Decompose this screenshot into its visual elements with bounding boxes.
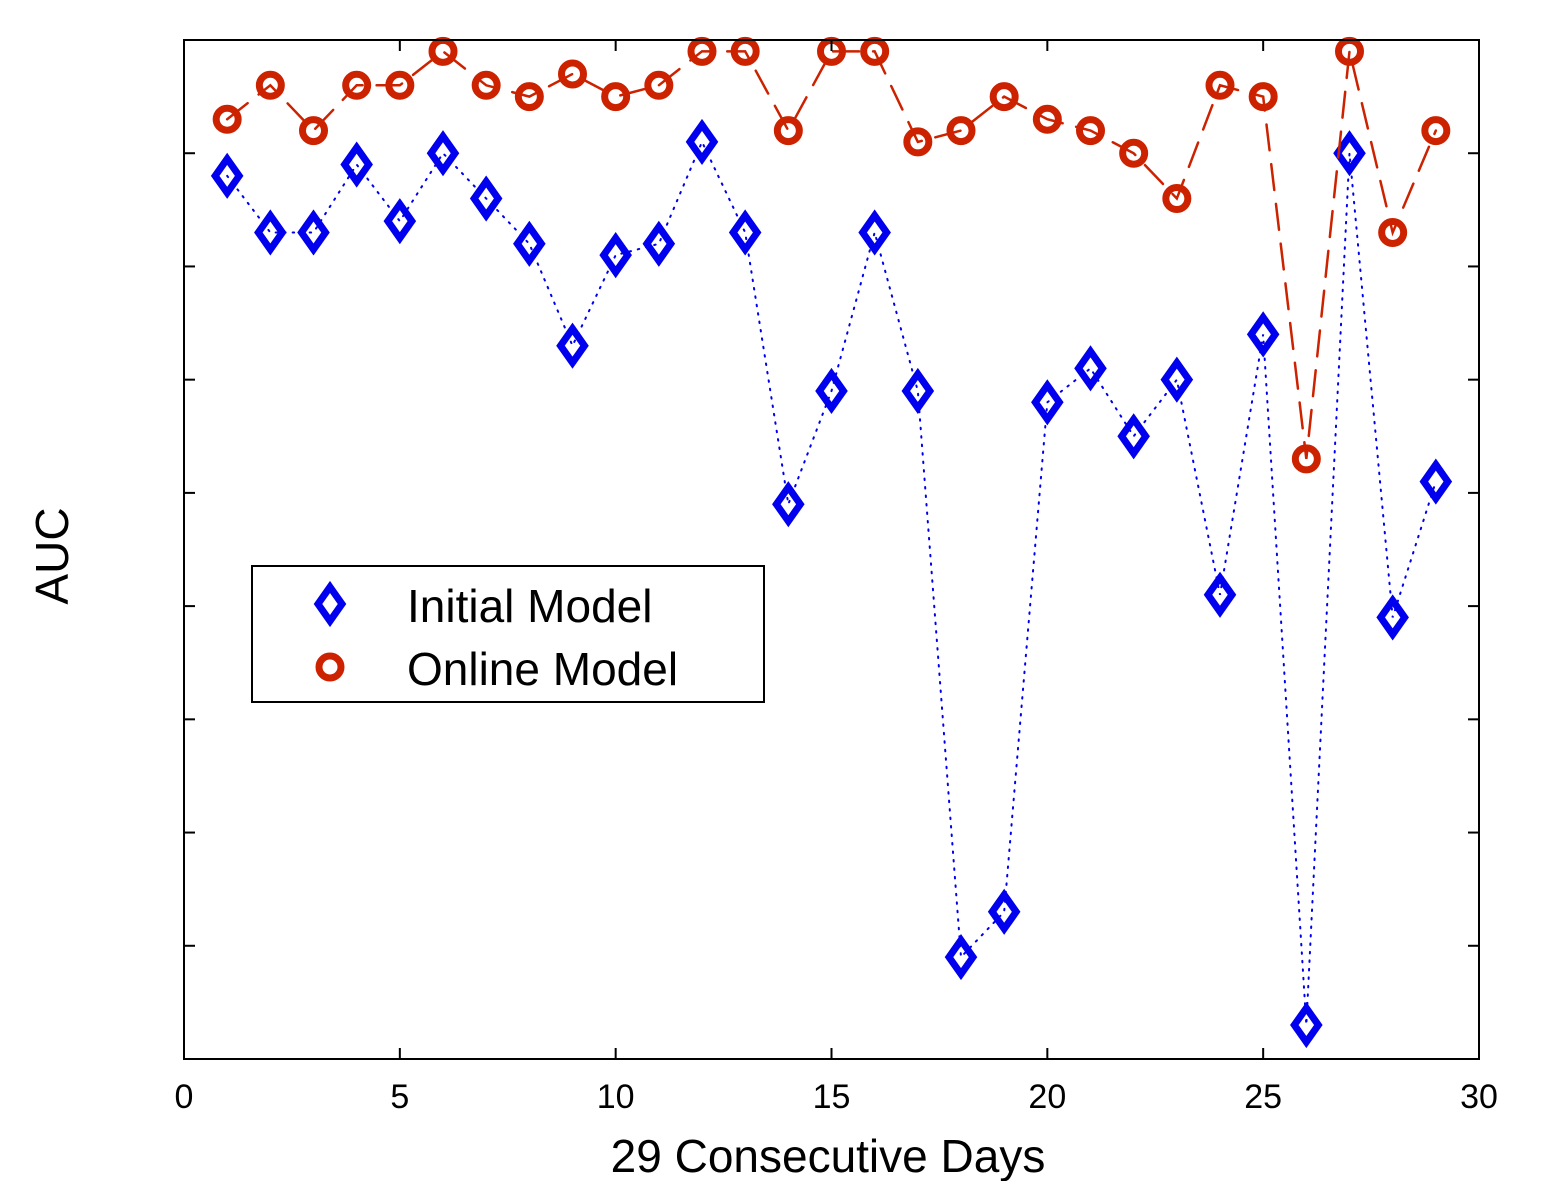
- data-point-online-model: [342, 70, 372, 100]
- data-point-initial-model: [1031, 379, 1064, 426]
- data-point-initial-model: [599, 232, 632, 279]
- data-point-online-model: [1032, 104, 1062, 134]
- data-point-initial-model: [1290, 1001, 1323, 1049]
- x-tick-label: 5: [390, 1078, 409, 1116]
- data-point-initial-model: [210, 152, 244, 199]
- x-axis-label: 29 Consecutive Days: [611, 1130, 1046, 1181]
- data-point-initial-model: [1376, 594, 1409, 641]
- data-point-initial-model: [254, 209, 287, 256]
- data-point-online-model: [1076, 116, 1105, 146]
- data-point-online-model: [1162, 184, 1192, 214]
- series-line-initial-model: [226, 139, 1437, 1026]
- x-tick-label: 25: [1244, 1078, 1282, 1116]
- data-point-initial-model: [772, 481, 805, 528]
- data-point-online-model: [1421, 116, 1451, 146]
- data-point-online-model: [1248, 82, 1278, 112]
- series-line-online-model: [225, 49, 1438, 460]
- x-tick-label: 10: [597, 1078, 635, 1116]
- data-point-initial-model: [1333, 130, 1366, 177]
- data-point-online-model: [558, 59, 587, 89]
- x-tick-label: 15: [813, 1078, 851, 1116]
- y-axis-label: AUC: [26, 507, 78, 604]
- legend-markers: [313, 580, 347, 682]
- data-point-online-model: [989, 82, 1019, 112]
- data-point-online-model: [428, 36, 458, 66]
- data-point-online-model: [471, 70, 501, 100]
- data-point-initial-model: [815, 367, 848, 415]
- data-point-initial-model: [383, 198, 417, 245]
- legend: Initial Model Online Model: [251, 565, 765, 703]
- x-tick-label: 0: [175, 1078, 194, 1116]
- x-tick-label: 20: [1028, 1078, 1066, 1116]
- data-point-online-model: [946, 116, 976, 146]
- data-point-online-model: [601, 82, 631, 112]
- data-point-initial-model: [297, 209, 330, 256]
- x-tick-label: 30: [1460, 1078, 1498, 1116]
- data-point-online-model: [903, 127, 933, 157]
- data-point-initial-model: [1419, 458, 1453, 505]
- legend-label-initial-model: Initial Model: [407, 580, 652, 632]
- data-point-online-model: [1119, 138, 1149, 168]
- data-point-initial-model: [901, 367, 935, 415]
- data-point-online-model: [212, 104, 242, 134]
- data-point-initial-model: [987, 888, 1021, 935]
- data-point-initial-model: [1160, 356, 1194, 403]
- data-point-initial-model: [1117, 413, 1150, 460]
- data-point-initial-model: [944, 934, 978, 981]
- data-point-initial-model: [1246, 311, 1280, 358]
- data-point-online-model: [1291, 444, 1321, 474]
- data-point-online-model: [255, 70, 285, 100]
- data-point-initial-model: [642, 220, 676, 267]
- data-point-online-model: [773, 116, 803, 146]
- data-point-initial-model: [685, 118, 719, 165]
- data-point-initial-model: [426, 130, 460, 177]
- data-point-initial-model: [556, 322, 589, 369]
- data-point-initial-model: [728, 209, 762, 256]
- data-point-online-model: [299, 116, 328, 146]
- data-point-initial-model: [1203, 571, 1237, 618]
- data-point-online-model: [514, 82, 544, 112]
- legend-label-online-model: Online Model: [407, 643, 678, 695]
- legend-marker-online-model: [315, 652, 345, 682]
- data-point-initial-model: [513, 220, 546, 267]
- data-point-online-model: [1378, 217, 1408, 247]
- data-point-initial-model: [858, 209, 891, 256]
- series-layer: [210, 36, 1453, 1049]
- legend-marker-initial-model: [313, 580, 347, 628]
- ticks-layer: 0 5 10 15 20 25 30: [175, 40, 1498, 1116]
- data-point-online-model: [385, 70, 415, 100]
- data-point-initial-model: [340, 141, 373, 188]
- data-point-initial-model: [469, 175, 503, 222]
- data-point-initial-model: [1074, 345, 1107, 392]
- data-point-online-model: [1205, 70, 1235, 100]
- data-point-online-model: [644, 70, 674, 100]
